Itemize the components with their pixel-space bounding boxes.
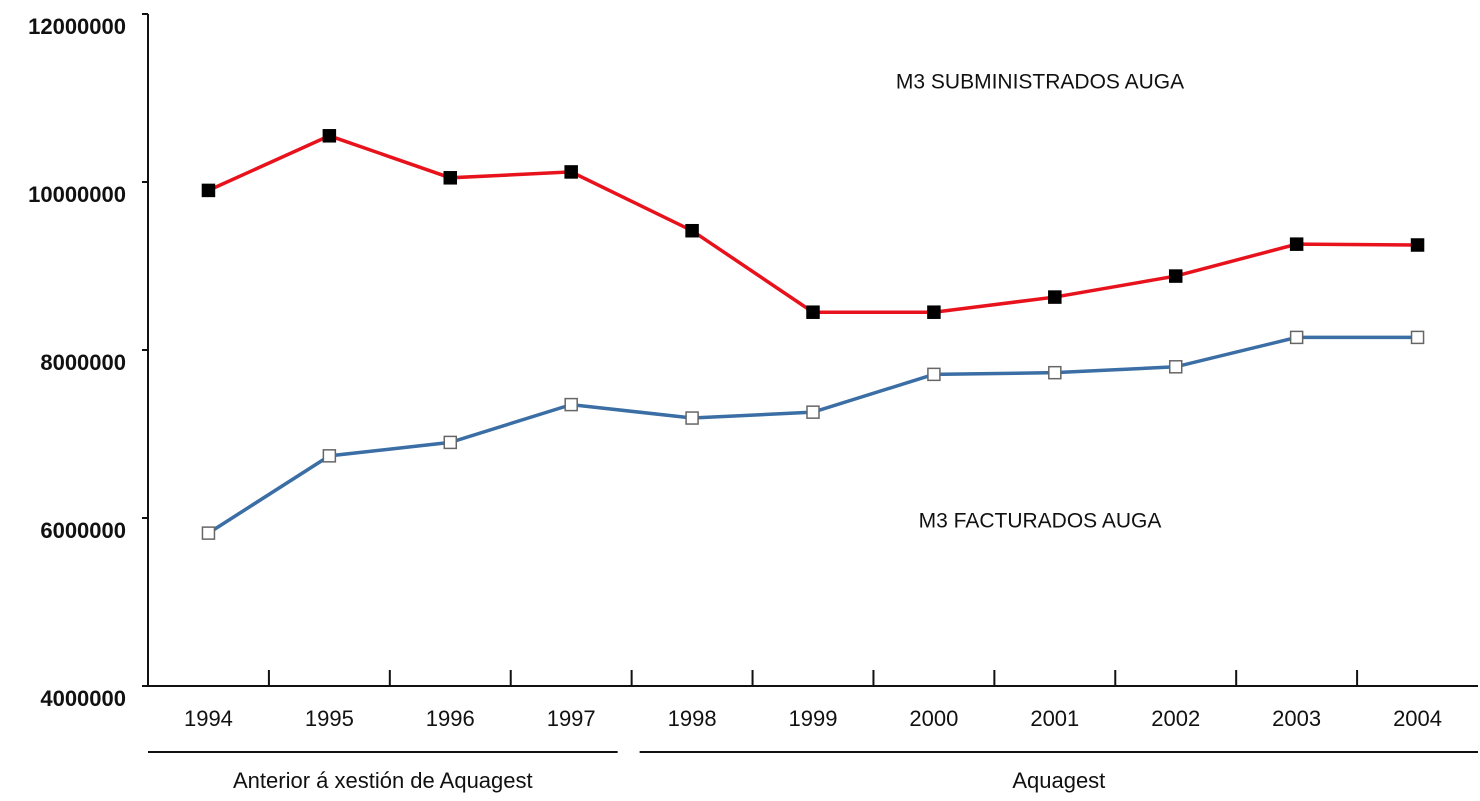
y-tick-label: 6000000: [40, 518, 126, 543]
marker: [322, 449, 337, 463]
series-label: M3 SUBMINISTRADOS AUGA: [896, 71, 1184, 94]
x-tick-label: 1998: [668, 706, 717, 731]
x-tick-label: 1996: [426, 706, 475, 731]
x-tick-label: 1994: [184, 706, 233, 731]
marker: [1048, 290, 1062, 304]
marker: [443, 171, 458, 185]
x-tick-label: 2000: [909, 706, 958, 731]
x-tick-label: 1999: [789, 706, 838, 731]
line: [207, 133, 1418, 314]
marker: [201, 526, 216, 540]
marker: [322, 129, 337, 143]
y-tick-label: 4000000: [40, 686, 126, 711]
y-tick-label: 12000000: [28, 14, 126, 39]
marker: [201, 183, 216, 198]
marker: [564, 397, 578, 412]
marker: [1289, 330, 1304, 345]
y-tick-label: 10000000: [28, 182, 126, 207]
x-tick-label: 2001: [1030, 706, 1079, 731]
marker: [685, 411, 699, 425]
marker: [806, 405, 820, 419]
x-tick-label: 2002: [1151, 706, 1200, 731]
marker: [1410, 330, 1425, 345]
marker: [564, 165, 578, 179]
y-tick-label: 8000000: [40, 350, 126, 375]
group-label: Aquagest: [1012, 768, 1105, 793]
marker: [1410, 238, 1425, 252]
line: [207, 335, 1418, 535]
marker: [1168, 269, 1183, 283]
marker: [685, 223, 699, 238]
marker: [1168, 360, 1183, 374]
marker: [927, 367, 941, 382]
marker: [1048, 365, 1062, 380]
group-label: Anterior á xestión de Aquagest: [233, 768, 533, 793]
marker: [1289, 237, 1304, 251]
x-tick-label: 2004: [1393, 706, 1442, 731]
x-tick-label: 1997: [547, 706, 596, 731]
marker: [443, 435, 458, 450]
marker: [927, 305, 941, 319]
x-tick-label: 2003: [1272, 706, 1321, 731]
x-tick-label: 1995: [305, 706, 354, 731]
marker: [806, 305, 820, 319]
series-label: M3 FACTURADOS AUGA: [919, 510, 1162, 533]
